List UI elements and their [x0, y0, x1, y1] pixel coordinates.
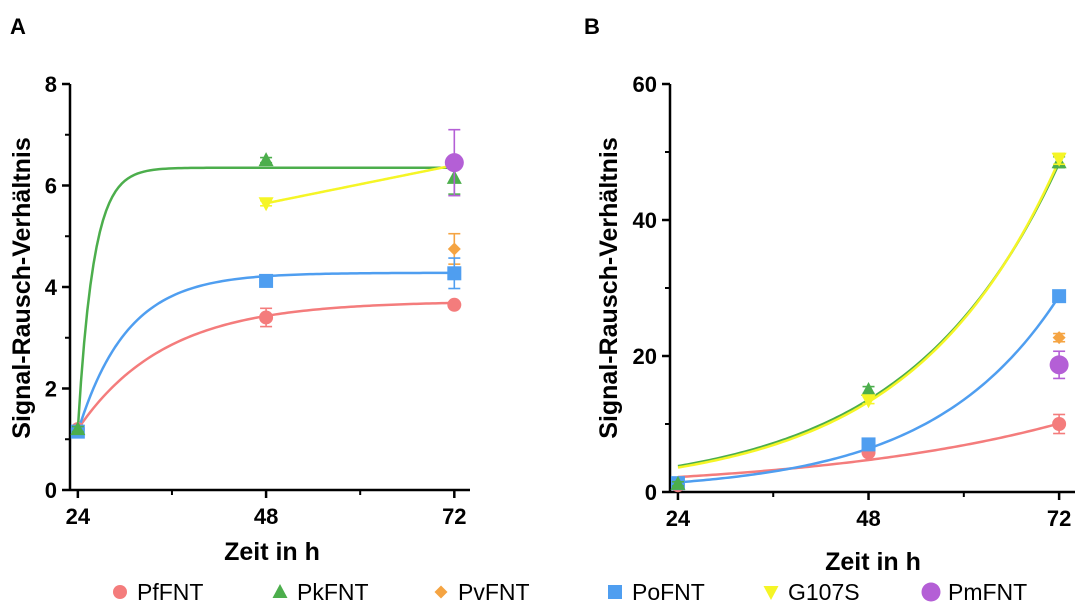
panel-label-a: A: [10, 14, 26, 39]
y-tick-label-a: 0: [45, 478, 57, 503]
x-tick-label-a: 48: [254, 504, 278, 529]
y-tick-label-a: 2: [45, 377, 57, 402]
data-point-pkfnt: [258, 152, 274, 167]
legend-marker-pkfnt: [272, 584, 288, 598]
x-tick-label-a: 72: [442, 504, 466, 529]
data-point-pofnt: [447, 266, 462, 281]
legend-label: PvFNT: [458, 579, 530, 605]
fit-curve-g107s: [677, 159, 1061, 469]
x-tick-label-b: 48: [856, 506, 880, 531]
legend-item-g107s: G107S: [763, 579, 860, 605]
legend-label: PfFNT: [137, 579, 203, 605]
legend-marker-pffnt: [113, 585, 127, 599]
legend-marker-g107s: [763, 586, 779, 600]
data-point-pmfnt: [444, 153, 464, 173]
y-tick-label-a: 6: [45, 174, 57, 199]
data-point-pofnt: [1052, 289, 1067, 304]
y-axis-title-a: Signal-Rausch-Verhältnis: [8, 137, 36, 438]
legend-label: PoFNT: [632, 579, 705, 605]
y-tick-label-a: 8: [45, 72, 57, 97]
x-axis-title-b: Zeit in h: [825, 548, 921, 576]
legend-item-pffnt: PfFNT: [113, 579, 203, 605]
fit-curve-pffnt: [677, 422, 1060, 479]
fit-curve-pofnt: [76, 271, 455, 433]
data-point-pffnt: [447, 297, 462, 312]
data-point-pkfnt: [670, 475, 686, 490]
data-point-pffnt: [1052, 417, 1067, 431]
x-tick-label-b: 72: [1047, 506, 1071, 531]
data-point-pvfnt: [447, 242, 461, 256]
data-point-pofnt: [259, 273, 274, 288]
x-tick-label-b: 24: [666, 506, 691, 531]
y-axis-title-b: Signal-Rausch-Verhältnis: [595, 137, 623, 438]
legend-item-pofnt: PoFNT: [608, 579, 705, 605]
legend: PfFNT PkFNT PvFNT PoFNT G107S PmFNT: [113, 579, 1027, 605]
data-point-g107s: [861, 394, 877, 409]
x-tick-label-a: 24: [66, 504, 91, 529]
data-point-pvfnt: [1052, 331, 1066, 345]
legend-label: PmFNT: [948, 579, 1027, 605]
legend-item-pvfnt: PvFNT: [434, 579, 530, 605]
legend-item-pmfnt: PmFNT: [921, 579, 1027, 605]
legend-marker-pvfnt: [434, 585, 448, 599]
y-tick-label-b: 20: [633, 344, 657, 369]
legend-marker-pofnt: [608, 585, 622, 599]
x-axis-title-a: Zeit in h: [224, 538, 320, 566]
y-tick-label-b: 40: [633, 208, 657, 233]
fit-curve-pkfnt: [76, 166, 455, 430]
y-tick-label-b: 60: [633, 72, 657, 97]
legend-marker-pmfnt: [921, 582, 941, 602]
data-point-pkfnt: [70, 421, 86, 436]
data-point-pkfnt: [861, 382, 877, 396]
data-point-pmfnt: [1049, 355, 1069, 375]
data-point-pofnt: [861, 437, 876, 452]
y-tick-label-a: 4: [45, 275, 58, 300]
fit-curve-pkfnt: [677, 162, 1061, 468]
data-point-g107s: [1051, 152, 1067, 167]
y-tick-label-b: 0: [645, 480, 657, 505]
legend-item-pkfnt: PkFNT: [272, 579, 369, 605]
chart-panel-b: 0 20 40 60 24 48 72: [633, 72, 1075, 531]
data-point-pffnt: [259, 310, 274, 325]
legend-label: G107S: [788, 579, 860, 605]
fit-curve-g107s: [265, 163, 455, 205]
legend-label: PkFNT: [297, 579, 369, 605]
panel-label-b: B: [584, 14, 600, 39]
data-point-g107s: [258, 197, 274, 212]
